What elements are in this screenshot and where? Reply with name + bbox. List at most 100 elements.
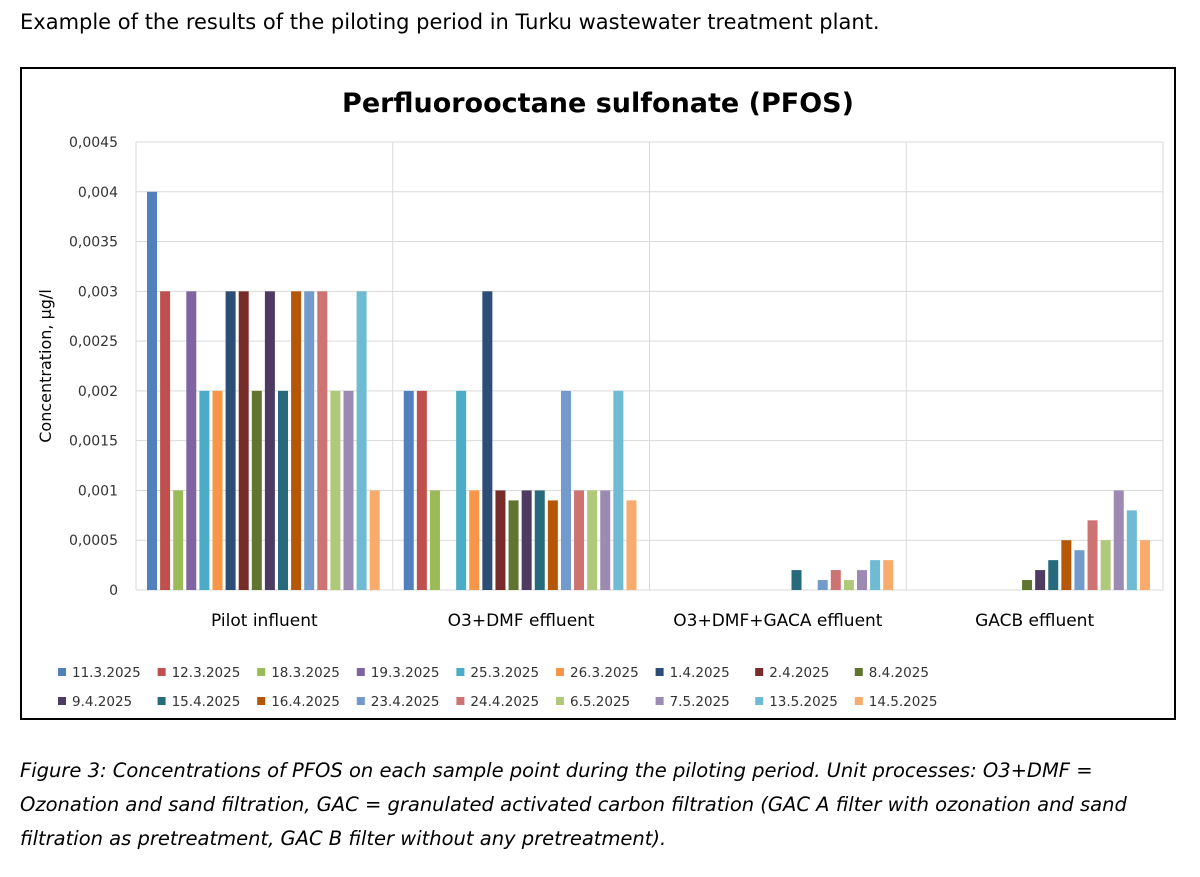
bar-14.5.2025-GACB effluent	[1139, 540, 1150, 590]
bar-9.4.2025-Pilot influent	[264, 291, 275, 590]
y-tick-label: 0,0025	[69, 334, 118, 350]
bar-18.3.2025-O3+DMF effluent	[429, 490, 440, 590]
legend-swatch	[456, 668, 465, 676]
bar-6.5.2025-O3+DMF effluent	[587, 490, 598, 590]
y-tick-label: 0,002	[78, 384, 118, 400]
bar-15.4.2025-O3+DMF+GACA effluent	[791, 570, 802, 590]
legend-label: 19.3.2025	[371, 665, 440, 681]
legend-swatch	[157, 668, 166, 676]
category-label: O3+DMF+GACA effluent	[673, 611, 883, 631]
legend-label: 6.5.2025	[570, 694, 630, 710]
y-tick-label: 0	[109, 583, 118, 599]
bar-12.3.2025-O3+DMF effluent	[416, 390, 427, 590]
legend-swatch	[456, 697, 465, 705]
bar-13.5.2025-GACB effluent	[1126, 510, 1137, 590]
bar-26.3.2025-O3+DMF effluent	[469, 490, 480, 590]
legend-label: 26.3.2025	[570, 665, 639, 681]
bar-7.5.2025-O3+DMF+GACA effluent	[857, 570, 867, 590]
bar-16.4.2025-O3+DMF effluent	[547, 500, 558, 590]
bar-14.5.2025-Pilot influent	[369, 490, 380, 590]
bar-13.5.2025-Pilot influent	[356, 291, 367, 590]
legend-label: 18.3.2025	[271, 665, 340, 681]
legend-swatch	[157, 697, 166, 705]
legend-label: 25.3.2025	[470, 665, 539, 681]
bar-1.4.2025-O3+DMF effluent	[482, 291, 493, 590]
bar-2.4.2025-O3+DMF effluent	[495, 490, 506, 590]
legend-label: 1.4.2025	[670, 665, 730, 681]
bar-12.3.2025-Pilot influent	[160, 291, 171, 590]
legend-label: 23.4.2025	[371, 694, 440, 710]
bar-15.4.2025-O3+DMF effluent	[534, 490, 545, 590]
bar-18.3.2025-Pilot influent	[173, 490, 184, 590]
legend-label: 2.4.2025	[769, 665, 829, 681]
bar-23.4.2025-GACB effluent	[1074, 550, 1085, 590]
legend-swatch	[755, 697, 764, 705]
bar-8.4.2025-GACB effluent	[1022, 580, 1033, 590]
category-label: GACB effluent	[975, 611, 1094, 631]
bar-15.4.2025-Pilot influent	[278, 390, 288, 590]
bar-24.4.2025-GACB effluent	[1087, 520, 1098, 590]
bar-7.5.2025-Pilot influent	[343, 390, 354, 590]
legend-label: 14.5.2025	[869, 694, 938, 710]
legend-label: 16.4.2025	[271, 694, 340, 710]
bar-11.3.2025-Pilot influent	[147, 191, 157, 590]
legend-label: 7.5.2025	[670, 694, 730, 710]
chart-frame	[20, 67, 1176, 720]
bar-14.5.2025-O3+DMF+GACA effluent	[883, 560, 894, 590]
legend-swatch	[556, 697, 564, 705]
bar-9.4.2025-GACB effluent	[1035, 570, 1046, 590]
y-tick-label: 0,0035	[69, 235, 118, 251]
bar-6.5.2025-Pilot influent	[330, 390, 341, 590]
bar-26.3.2025-Pilot influent	[212, 390, 223, 590]
legend-swatch	[257, 668, 266, 676]
category-label: Pilot influent	[211, 611, 318, 631]
bar-2.4.2025-Pilot influent	[238, 291, 249, 590]
bar-8.4.2025-Pilot influent	[251, 390, 262, 590]
y-tick-label: 0,003	[78, 284, 118, 300]
bar-1.4.2025-Pilot influent	[225, 291, 236, 590]
legend-swatch	[356, 668, 365, 676]
legend-swatch	[854, 697, 863, 705]
category-label: O3+DMF effluent	[448, 611, 595, 631]
legend-label: 8.4.2025	[869, 665, 929, 681]
legend-label: 12.3.2025	[172, 665, 241, 681]
bar-6.5.2025-GACB effluent	[1100, 540, 1111, 590]
y-tick-label: 0,0015	[69, 434, 118, 450]
bar-7.5.2025-O3+DMF effluent	[600, 490, 611, 590]
bar-23.4.2025-O3+DMF effluent	[560, 390, 571, 590]
figure-caption: Figure 3: Concentrations of PFOS on each…	[20, 759, 1127, 850]
bar-15.4.2025-GACB effluent	[1048, 560, 1059, 590]
legend-label: 24.4.2025	[470, 694, 539, 710]
legend-swatch	[755, 668, 764, 676]
bar-24.4.2025-O3+DMF effluent	[574, 490, 585, 590]
bar-19.3.2025-Pilot influent	[186, 291, 197, 590]
y-tick-label: 0,0005	[69, 533, 118, 549]
legend-swatch	[655, 668, 664, 676]
bar-6.5.2025-O3+DMF+GACA effluent	[843, 580, 854, 590]
intro-text: Example of the results of the piloting p…	[20, 10, 880, 34]
chart-title: Perfluorooctane sulfonate (PFOS)	[342, 88, 854, 119]
bar-8.4.2025-O3+DMF effluent	[508, 500, 519, 590]
legend-label: 11.3.2025	[72, 665, 141, 681]
legend-label: 9.4.2025	[72, 694, 132, 710]
bar-9.4.2025-O3+DMF effluent	[521, 490, 532, 590]
bar-25.3.2025-O3+DMF effluent	[456, 390, 467, 590]
legend-swatch	[556, 668, 564, 676]
legend-label: 15.4.2025	[172, 694, 241, 710]
bar-16.4.2025-Pilot influent	[291, 291, 302, 590]
legend-swatch	[854, 668, 863, 676]
bar-23.4.2025-O3+DMF+GACA effluent	[817, 580, 828, 590]
bar-24.4.2025-O3+DMF+GACA effluent	[830, 570, 841, 590]
bar-11.3.2025-O3+DMF effluent	[403, 390, 414, 590]
bar-25.3.2025-Pilot influent	[199, 390, 210, 590]
bar-13.5.2025-O3+DMF+GACA effluent	[870, 560, 881, 590]
bar-13.5.2025-O3+DMF effluent	[613, 390, 624, 590]
bar-23.4.2025-Pilot influent	[304, 291, 315, 590]
y-tick-label: 0,004	[78, 185, 118, 201]
bar-16.4.2025-GACB effluent	[1061, 540, 1072, 590]
legend-swatch	[356, 697, 365, 705]
legend-swatch	[257, 697, 266, 705]
bar-14.5.2025-O3+DMF effluent	[626, 500, 637, 590]
legend-swatch	[655, 697, 664, 705]
